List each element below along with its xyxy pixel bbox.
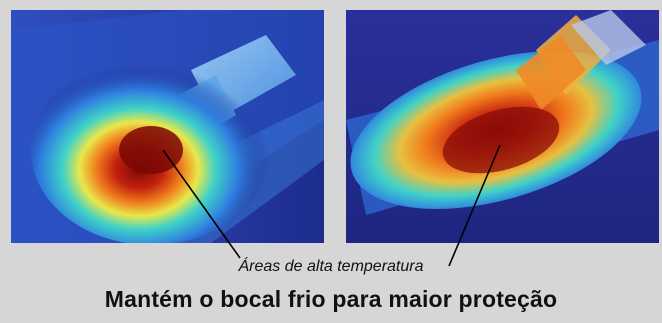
thermal-heatmap-right xyxy=(346,10,659,243)
high-temperature-label: Áreas de alta temperatura xyxy=(238,258,424,275)
thermal-image-left xyxy=(11,10,324,243)
thermal-image-right xyxy=(346,10,659,243)
thermal-heatmap-left xyxy=(11,10,324,243)
figure-caption: Mantém o bocal frio para maior proteção xyxy=(104,286,558,312)
